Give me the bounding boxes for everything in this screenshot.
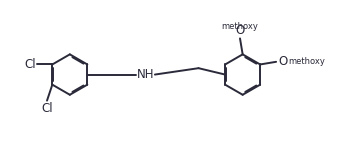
Text: Cl: Cl [41, 102, 53, 115]
Text: NH: NH [136, 67, 154, 81]
Text: O: O [235, 24, 245, 37]
Text: O: O [278, 55, 287, 68]
Text: methoxy: methoxy [288, 57, 325, 66]
Text: Cl: Cl [25, 58, 36, 71]
Text: methoxy: methoxy [221, 22, 258, 31]
